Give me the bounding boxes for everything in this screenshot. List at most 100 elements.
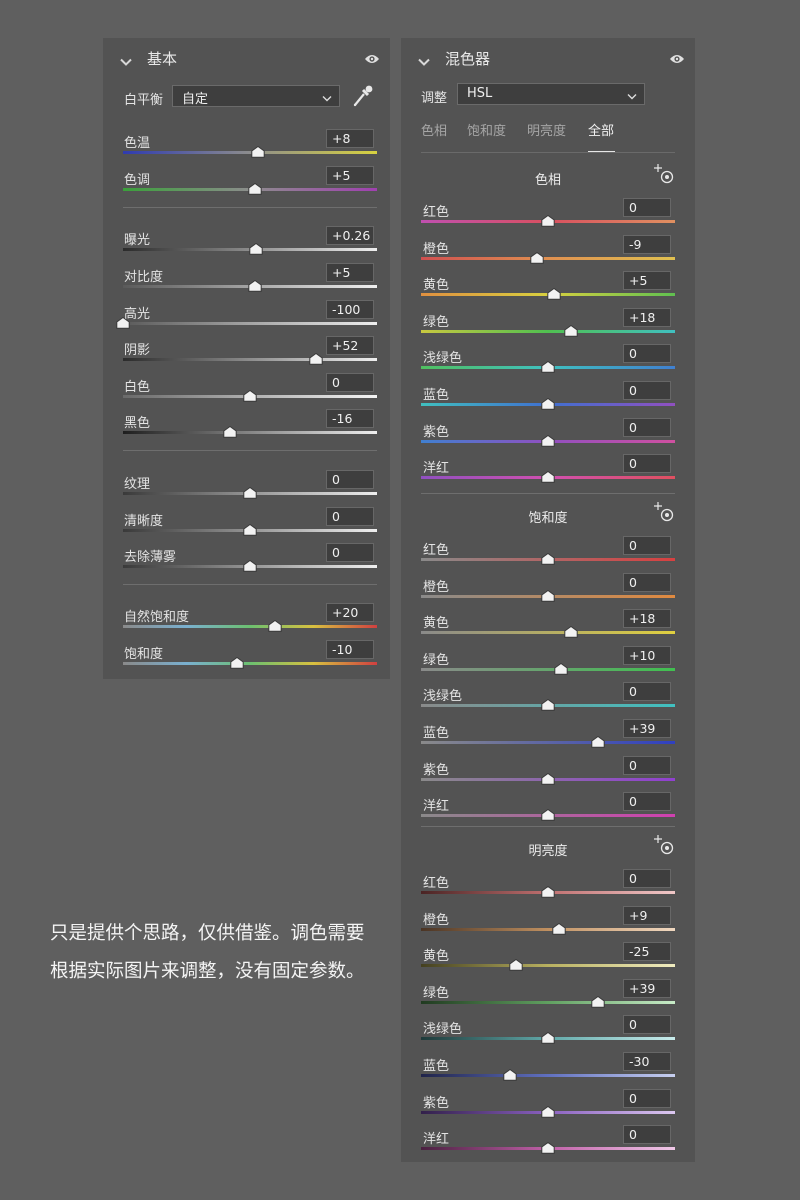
slider-label: 浅绿色 [423,689,463,704]
slider-value-input[interactable]: -9 [623,235,671,254]
slider-track[interactable] [421,741,675,744]
chevron-down-icon[interactable] [120,52,132,71]
slider-track[interactable] [421,928,675,931]
slider-value-input[interactable]: +5 [623,271,671,290]
slider-value-input[interactable]: 0 [623,1015,671,1034]
slider-track[interactable] [421,668,675,671]
slider-value-input[interactable]: 0 [623,573,671,592]
slider-label: 自然饱和度 [124,610,190,625]
slider-track[interactable] [123,431,377,434]
slider-value-input[interactable]: -100 [326,300,374,319]
slider-label: 紫色 [423,1096,450,1111]
slider-value-input[interactable]: 0 [623,869,671,888]
slider-value-input[interactable]: +20 [326,603,374,622]
slider-label: 纹理 [124,477,151,492]
slider-label: 紫色 [423,425,450,440]
slider-label: 黑色 [124,416,151,431]
slider-value-input[interactable]: +9 [623,906,671,925]
slider-label: 阴影 [124,343,151,358]
slider-label: 红色 [423,205,450,220]
slider-track[interactable] [123,322,377,325]
basic-panel-header[interactable]: 基本 [103,47,390,69]
slider-track[interactable] [421,257,675,260]
white-balance-label: 白平衡 [124,93,164,108]
slider-value-input[interactable]: 0 [623,381,671,400]
slider-label: 红色 [423,876,450,891]
slider-value-input[interactable]: 0 [623,454,671,473]
slider-value-input[interactable]: -25 [623,942,671,961]
eyedropper-icon[interactable] [352,84,374,112]
slider-label: 饱和度 [124,647,164,662]
eye-icon[interactable] [364,50,380,69]
slider-value-input[interactable]: +5 [326,263,374,282]
slider-value-input[interactable]: -16 [326,409,374,428]
slider-value-input[interactable]: 0 [623,682,671,701]
slider-track[interactable] [123,358,377,361]
slider-label: 黄色 [423,278,450,293]
slider-value-input[interactable]: 0 [623,344,671,363]
slider-value-input[interactable]: 0 [326,543,374,562]
slider-value-input[interactable]: +10 [623,646,671,665]
slider-label: 色调 [124,173,151,188]
slider-value-input[interactable]: 0 [623,418,671,437]
slider-value-input[interactable]: 0 [623,1089,671,1108]
slider-label: 蓝色 [423,726,450,741]
divider [123,207,377,208]
slider-label: 黄色 [423,949,450,964]
slider-value-input[interactable]: +18 [623,609,671,628]
slider-value-input[interactable]: 0 [326,507,374,526]
divider [123,450,377,451]
slider-value-input[interactable]: 0 [623,1125,671,1144]
divider [123,584,377,585]
slider-label: 黄色 [423,616,450,631]
slider-label: 洋红 [423,1132,450,1147]
slider-track[interactable] [123,625,377,628]
divider [421,152,675,153]
slider-value-input[interactable]: 0 [623,198,671,217]
slider-label: 红色 [423,543,450,558]
slider-label: 蓝色 [423,388,450,403]
slider-value-input[interactable]: 0 [623,536,671,555]
targeted-adjust-icon[interactable] [653,501,675,527]
slider-value-input[interactable]: -10 [326,640,374,659]
slider-label: 橙色 [423,242,450,257]
slider-value-input[interactable]: +8 [326,129,374,148]
slider-value-input[interactable]: +5 [326,166,374,185]
targeted-adjust-icon[interactable] [653,834,675,860]
slider-value-input[interactable]: 0 [326,373,374,392]
slider-track[interactable] [421,631,675,634]
slider-label: 蓝色 [423,1059,450,1074]
white-balance-select[interactable]: 自定 [172,85,340,107]
slider-value-input[interactable]: +52 [326,336,374,355]
tab-all[interactable]: 全部 [588,124,615,139]
slider-track[interactable] [123,662,377,665]
mixer-panel-title: 混色器 [445,50,491,68]
slider-value-input[interactable]: -30 [623,1052,671,1071]
tab-saturation[interactable]: 饱和度 [467,124,507,139]
adjust-select[interactable]: HSL [457,83,645,105]
slider-label: 白色 [124,380,151,395]
chevron-down-icon [322,91,332,106]
slider-label: 橙色 [423,913,450,928]
chevron-down-icon [627,89,637,104]
slider-track[interactable] [421,964,675,967]
slider-track[interactable] [123,151,377,154]
basic-panel-title: 基本 [147,50,178,68]
slider-value-input[interactable]: +0.26 [326,226,374,245]
slider-value-input[interactable]: +39 [623,719,671,738]
slider-value-input[interactable]: 0 [326,470,374,489]
chevron-down-icon[interactable] [418,52,430,71]
tab-luminance[interactable]: 明亮度 [527,124,567,139]
mixer-panel-header[interactable]: 混色器 [401,47,695,69]
slider-track[interactable] [421,330,675,333]
slider-value-input[interactable]: +39 [623,979,671,998]
tab-hue[interactable]: 色相 [421,124,448,139]
slider-track[interactable] [421,1074,675,1077]
slider-label: 曝光 [124,233,151,248]
slider-value-input[interactable]: +18 [623,308,671,327]
slider-track[interactable] [421,1001,675,1004]
slider-value-input[interactable]: 0 [623,756,671,775]
eye-icon[interactable] [669,50,685,69]
slider-value-input[interactable]: 0 [623,792,671,811]
targeted-adjust-icon[interactable] [653,163,675,189]
